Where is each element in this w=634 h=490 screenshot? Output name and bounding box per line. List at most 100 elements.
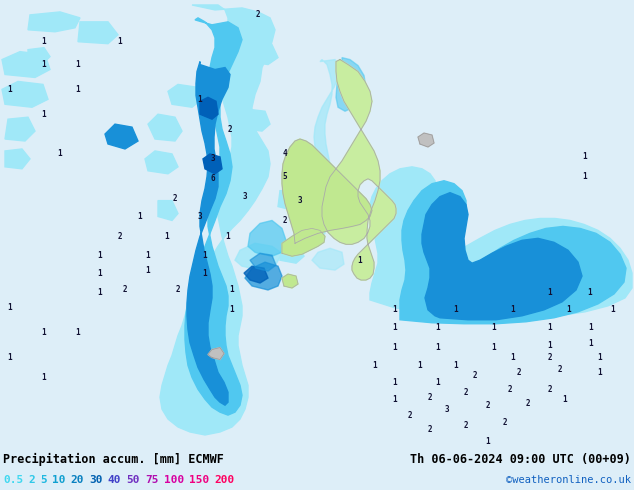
Text: 1: 1: [373, 361, 377, 370]
Polygon shape: [400, 181, 626, 324]
Text: 1: 1: [358, 256, 362, 265]
Polygon shape: [278, 191, 302, 211]
Polygon shape: [160, 5, 275, 435]
Text: 1: 1: [75, 328, 81, 337]
Text: 1: 1: [567, 305, 571, 315]
Text: 1: 1: [138, 212, 142, 221]
Polygon shape: [2, 51, 50, 77]
Text: 1: 1: [454, 305, 458, 315]
Text: 150: 150: [189, 475, 209, 485]
Polygon shape: [422, 193, 582, 320]
Polygon shape: [200, 98, 218, 119]
Text: 1: 1: [118, 37, 122, 46]
Text: 1: 1: [454, 361, 458, 370]
Text: 2: 2: [503, 417, 507, 427]
Text: 1: 1: [392, 395, 398, 404]
Polygon shape: [322, 60, 396, 280]
Text: 2: 2: [228, 124, 232, 134]
Text: 75: 75: [145, 475, 158, 485]
Text: 3: 3: [198, 212, 202, 221]
Polygon shape: [240, 109, 270, 131]
Text: 1: 1: [418, 361, 422, 370]
Polygon shape: [282, 228, 325, 256]
Text: 2: 2: [473, 371, 477, 380]
Text: 1: 1: [392, 378, 398, 387]
Text: 1: 1: [146, 251, 150, 260]
Polygon shape: [250, 253, 276, 271]
Polygon shape: [370, 167, 632, 318]
Polygon shape: [78, 22, 118, 44]
Text: 1: 1: [583, 152, 587, 161]
Polygon shape: [2, 81, 48, 107]
Polygon shape: [248, 220, 286, 256]
Text: 1: 1: [492, 343, 496, 352]
Text: 2: 2: [408, 411, 412, 419]
Text: 1: 1: [563, 395, 567, 404]
Polygon shape: [245, 262, 282, 290]
Polygon shape: [185, 18, 242, 415]
Polygon shape: [244, 266, 268, 283]
Text: 5: 5: [283, 172, 287, 181]
Text: 2: 2: [508, 385, 512, 394]
Text: 1: 1: [226, 232, 230, 241]
Text: 1: 1: [486, 438, 490, 446]
Text: 1: 1: [42, 328, 46, 337]
Text: 1: 1: [165, 232, 169, 241]
Text: 1: 1: [436, 323, 440, 332]
Text: 10: 10: [52, 475, 65, 485]
Polygon shape: [5, 149, 30, 169]
Text: 2: 2: [463, 420, 469, 430]
Text: 3: 3: [298, 196, 302, 205]
Text: 1: 1: [611, 305, 616, 315]
Text: 2: 2: [172, 194, 178, 203]
Text: 1: 1: [589, 323, 593, 332]
Text: 1: 1: [511, 353, 515, 362]
Polygon shape: [235, 244, 282, 270]
Text: 2: 2: [256, 10, 261, 20]
Text: 2: 2: [123, 286, 127, 294]
Polygon shape: [418, 133, 434, 147]
Text: 1: 1: [146, 266, 150, 274]
Text: 1: 1: [436, 378, 440, 387]
Text: 1: 1: [42, 373, 46, 382]
Text: 4: 4: [283, 149, 287, 158]
Text: 1: 1: [230, 305, 235, 315]
Text: 20: 20: [70, 475, 84, 485]
Text: 1: 1: [8, 353, 12, 362]
Polygon shape: [203, 154, 222, 174]
Polygon shape: [208, 347, 224, 360]
Text: 1: 1: [198, 95, 202, 104]
Polygon shape: [168, 84, 202, 107]
Polygon shape: [148, 114, 182, 141]
Text: 1: 1: [98, 289, 102, 297]
Text: 2: 2: [29, 475, 35, 485]
Text: 2: 2: [548, 353, 552, 362]
Text: 1: 1: [75, 60, 81, 69]
Text: 1: 1: [589, 339, 593, 348]
Polygon shape: [336, 58, 366, 111]
Text: 1: 1: [392, 323, 398, 332]
Text: 50: 50: [126, 475, 140, 485]
Polygon shape: [282, 139, 372, 244]
Text: 1: 1: [98, 269, 102, 278]
Text: 3: 3: [210, 154, 216, 163]
Text: 5: 5: [40, 475, 47, 485]
Polygon shape: [312, 60, 340, 238]
Text: 2: 2: [176, 286, 180, 294]
Text: 1: 1: [583, 172, 587, 181]
Text: 100: 100: [164, 475, 184, 485]
Text: 2: 2: [548, 385, 552, 394]
Polygon shape: [312, 248, 344, 270]
Polygon shape: [242, 42, 278, 65]
Text: 40: 40: [108, 475, 121, 485]
Text: 1: 1: [8, 303, 12, 312]
Text: 1: 1: [203, 269, 207, 278]
Text: 1: 1: [8, 85, 12, 94]
Text: 6: 6: [210, 174, 216, 183]
Text: 1: 1: [548, 341, 552, 350]
Text: 1: 1: [230, 286, 235, 294]
Text: 1: 1: [492, 323, 496, 332]
Text: 2: 2: [428, 392, 432, 402]
Text: 1: 1: [588, 289, 592, 297]
Polygon shape: [282, 274, 298, 288]
